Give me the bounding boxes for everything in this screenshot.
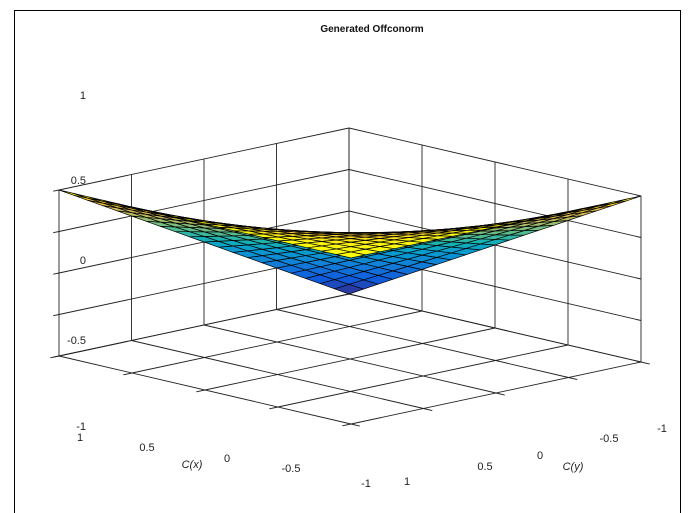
surface-mesh (58, 189, 642, 295)
x-tick-mark (423, 408, 433, 411)
x-tick-0.5: 0.5 (139, 442, 154, 454)
grid-line (58, 169, 350, 232)
z-tick-minus-1: -1 (76, 421, 86, 433)
y-tick-mark (342, 423, 352, 427)
z-tick-0.5: 0.5 (71, 175, 86, 187)
x-tick-0: 0 (224, 453, 230, 465)
y-axis-label: C(y) (563, 461, 584, 473)
x-tick-mark (495, 392, 505, 396)
grid-line (58, 127, 350, 191)
z-tick-mark (53, 272, 60, 275)
y-tick-mark (123, 372, 133, 376)
z-tick-mark (53, 189, 60, 192)
y-tick-mark (196, 389, 206, 393)
x-tick-mark (568, 377, 578, 380)
z-tick-mark (53, 355, 60, 358)
x-tick-mark (640, 361, 650, 365)
grid-line (131, 340, 424, 409)
x-tick-minus-1: -1 (361, 478, 371, 490)
figure-frame (14, 10, 681, 513)
y-tick-mark (269, 406, 279, 410)
y-tick-0.5: 0.5 (477, 461, 492, 473)
tick-labels: 1 0.5 0 -0.5 -1 1 0.5 0 -0.5 -1 1 0.5 0 … (67, 90, 667, 490)
chart-title: Generated Offconorm (320, 24, 423, 35)
y-tick-minus-1: -1 (657, 423, 667, 435)
grid-line (204, 327, 496, 391)
x-tick-mark (350, 423, 360, 427)
grid-line (348, 127, 642, 197)
surface-patch (336, 251, 366, 259)
x-tick-minus-0.5: -0.5 (282, 463, 301, 475)
x-tick-1: 1 (77, 432, 83, 444)
y-tick-1: 1 (404, 476, 410, 488)
z-tick-1: 1 (80, 90, 86, 102)
z-tick-mark (53, 314, 60, 317)
z-tick-minus-0.5: -0.5 (67, 335, 86, 347)
y-tick-minus-0.5: -0.5 (600, 433, 619, 445)
z-tick-0: 0 (80, 255, 86, 267)
z-tick-mark (53, 231, 60, 234)
y-tick-0: 0 (537, 450, 543, 462)
grid-line (348, 169, 642, 238)
grid-line (277, 344, 569, 408)
x-axis-label: C(x) (182, 459, 203, 471)
